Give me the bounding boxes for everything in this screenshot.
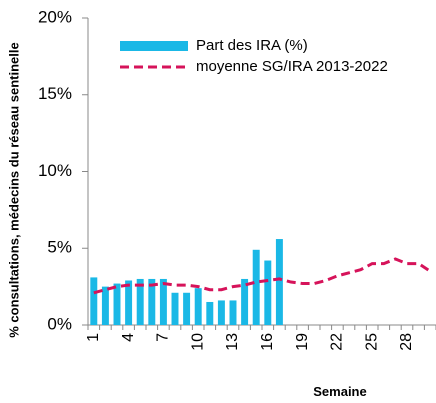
y-tick-label: 20% [38,7,72,26]
bar [206,301,214,325]
bar [194,288,202,325]
x-tick-label: 4 [120,333,137,342]
x-tick-label: 19 [294,333,311,351]
y-axis-title: % consultations, médecins du réseau sent… [6,42,21,337]
bar [125,280,133,325]
bar [159,278,167,325]
x-tick-label: 22 [329,333,346,351]
y-tick-label: 0% [47,314,72,333]
x-tick-label: 7 [155,333,172,342]
x-tick-label: 10 [189,333,206,351]
y-tick-label: 5% [47,238,72,257]
bar [217,300,225,325]
y-tick-label: 10% [38,161,72,180]
bar [101,286,109,325]
bar [264,260,272,325]
legend-label: moyenne SG/IRA 2013-2022 [196,58,388,75]
bar [113,283,121,325]
bar [136,278,144,325]
bar [183,292,191,325]
legend-swatch [120,41,188,51]
line [93,257,432,295]
y-tick-label: 15% [38,84,72,103]
x-tick-label: 28 [398,333,415,351]
bar [241,278,249,325]
bar [171,292,179,325]
x-tick-label: 1 [85,333,102,342]
x-axis-title: Semaine [313,384,366,399]
bar [148,278,156,325]
x-tick-label: 25 [363,333,380,351]
legend-label: Part des IRA (%) [196,37,308,54]
bar [229,300,237,325]
x-tick-label: 13 [224,333,241,351]
bar [90,277,98,325]
bar [252,249,260,325]
bar [275,239,283,325]
x-tick-label: 16 [259,333,276,351]
